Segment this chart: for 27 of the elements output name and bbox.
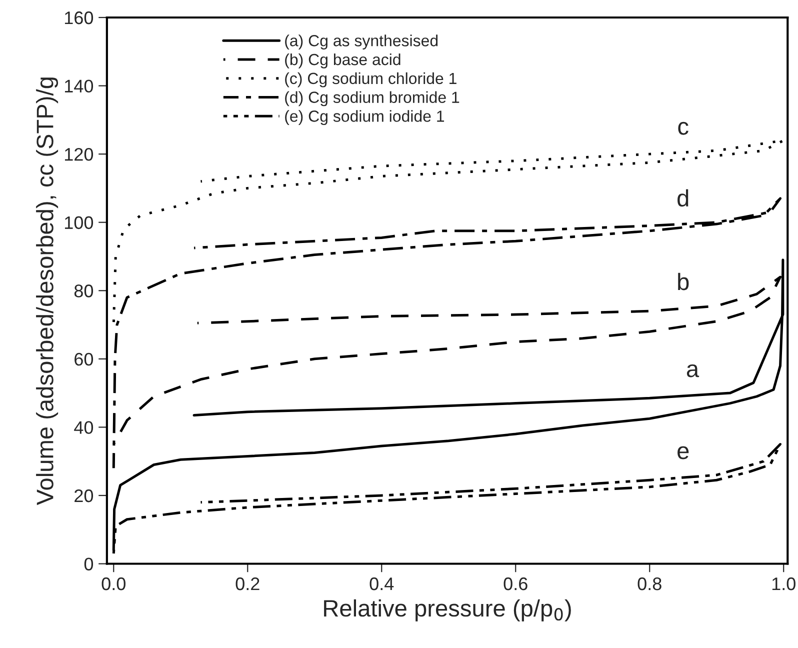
y-tick-label: 120 xyxy=(64,148,94,161)
x-tick-label: 1.0 xyxy=(772,577,796,590)
y-tick-label: 0 xyxy=(84,558,94,570)
y-tick-label: 60 xyxy=(74,352,94,366)
x-tick-label: 0.8 xyxy=(638,577,662,590)
annotation: c xyxy=(678,122,688,135)
x-tick-label: 0.4 xyxy=(370,577,394,590)
x-axis-title: Relative pressure (p/p$_{0}$) xyxy=(324,599,571,622)
legend-label: (a) Cg as synthesised xyxy=(285,34,438,50)
y-tick-label: 100 xyxy=(64,216,94,230)
y-tick-label: 160 xyxy=(64,11,94,24)
y-tick-label: 140 xyxy=(64,80,94,92)
y-tick-label: 40 xyxy=(74,421,94,434)
annotation: e xyxy=(678,446,689,460)
legend-label: (b) Cg base acid xyxy=(285,53,400,68)
legend-label: (c) Cg sodium chloride 1 xyxy=(285,72,456,88)
legend-label: (d) Cg sodium bromide 1 xyxy=(285,91,460,106)
annotation: b xyxy=(678,272,689,290)
y-axis-title: Volume (adsorbed/desorbed), cc (STP)/g xyxy=(36,78,58,506)
legend-label: (e) Cg sodium iodide 1 xyxy=(285,110,444,126)
x-tick-label: 0.6 xyxy=(504,577,528,590)
annotation: d xyxy=(678,189,688,207)
x-tick-label: 0.2 xyxy=(236,577,260,590)
y-tick-label: 80 xyxy=(74,284,94,298)
x-tick-label: 0.0 xyxy=(102,577,126,590)
annotation: a xyxy=(686,364,700,378)
y-tick-label: 20 xyxy=(74,489,94,502)
